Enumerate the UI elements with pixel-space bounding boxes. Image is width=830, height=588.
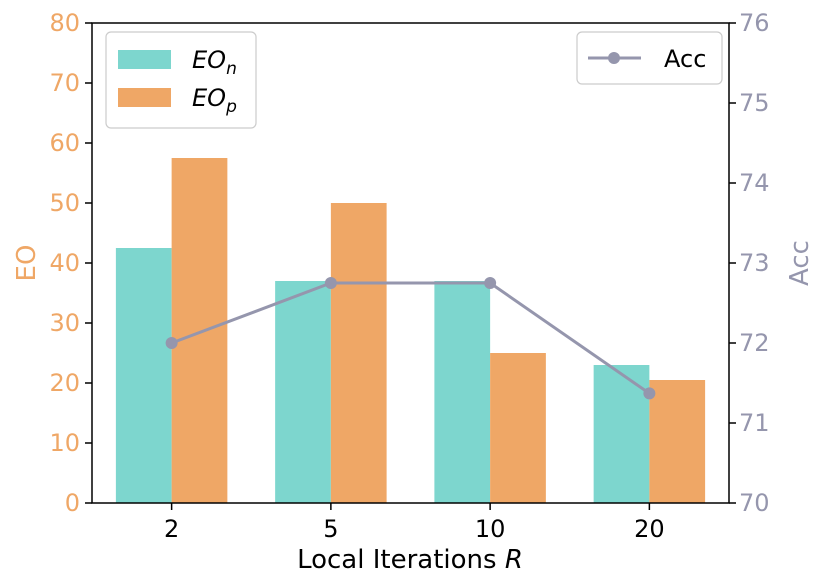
bar-eop-5 <box>330 203 387 503</box>
left-tick-label: 10 <box>49 429 80 457</box>
legend-label-eon-sub: n <box>226 59 237 79</box>
left-axis-label: EO <box>12 245 42 282</box>
legend-swatch-acc-marker <box>608 52 620 64</box>
x-axis-ticks: 2 5 10 20 <box>164 503 665 543</box>
right-tick-label: 71 <box>739 409 770 437</box>
right-tick-label: 75 <box>739 89 770 117</box>
x-tick-label: 2 <box>164 515 179 543</box>
x-axis-label: Local Iterations R <box>297 545 523 575</box>
bar-eon-10 <box>434 281 491 503</box>
x-tick-label: 10 <box>475 515 506 543</box>
x-axis-label-text: Local Iterations <box>297 545 505 575</box>
legend-label-eon: EOn <box>192 46 237 79</box>
left-tick-label: 20 <box>49 369 80 397</box>
acc-line-group <box>165 277 656 400</box>
legend-label-eon-main: EO <box>192 46 226 74</box>
right-tick-label: 74 <box>739 169 770 197</box>
legend-label-eop-main: EO <box>192 84 226 112</box>
left-tick-label: 40 <box>49 249 80 277</box>
right-tick-label: 73 <box>739 249 770 277</box>
legend-label-eop-sub: p <box>225 97 237 117</box>
legend-swatch-eop <box>118 88 171 107</box>
legend-acc-box <box>576 31 723 85</box>
legend-acc: Acc <box>576 31 723 85</box>
left-tick-label: 30 <box>49 309 80 337</box>
left-tick-label: 0 <box>65 489 80 517</box>
bar-eop-20 <box>649 380 706 503</box>
right-axis-label: Acc <box>785 240 815 286</box>
right-axis-ticks: 70 71 72 73 74 75 76 <box>729 9 770 517</box>
bar-eon-2 <box>115 248 172 503</box>
left-tick-label: 60 <box>49 129 80 157</box>
left-axis-ticks: 0 10 20 30 40 50 60 70 80 <box>49 9 92 517</box>
acc-point-5 <box>324 277 337 289</box>
bar-eop-2 <box>171 158 228 503</box>
right-tick-label: 72 <box>739 329 770 357</box>
left-tick-label: 70 <box>49 69 80 97</box>
acc-point-10 <box>484 277 497 289</box>
legend-label-acc: Acc <box>664 45 706 73</box>
x-tick-label: 5 <box>323 515 338 543</box>
left-tick-label: 50 <box>49 189 80 217</box>
right-tick-label: 76 <box>739 9 770 37</box>
x-axis-label-var: R <box>505 545 523 575</box>
bar-eon-20 <box>593 365 650 503</box>
acc-line <box>171 281 651 395</box>
bar-eop-10 <box>490 353 546 503</box>
acc-point-20 <box>643 387 656 400</box>
acc-point-2 <box>165 337 178 349</box>
legend-swatch-eon <box>118 50 171 69</box>
right-tick-label: 70 <box>739 489 770 517</box>
bar-eon-5 <box>275 281 331 503</box>
left-tick-label: 80 <box>49 9 80 37</box>
legend-eo: EOn EOp <box>105 31 257 129</box>
legend-label-eop: EOp <box>192 84 237 117</box>
x-tick-label: 20 <box>634 515 665 543</box>
